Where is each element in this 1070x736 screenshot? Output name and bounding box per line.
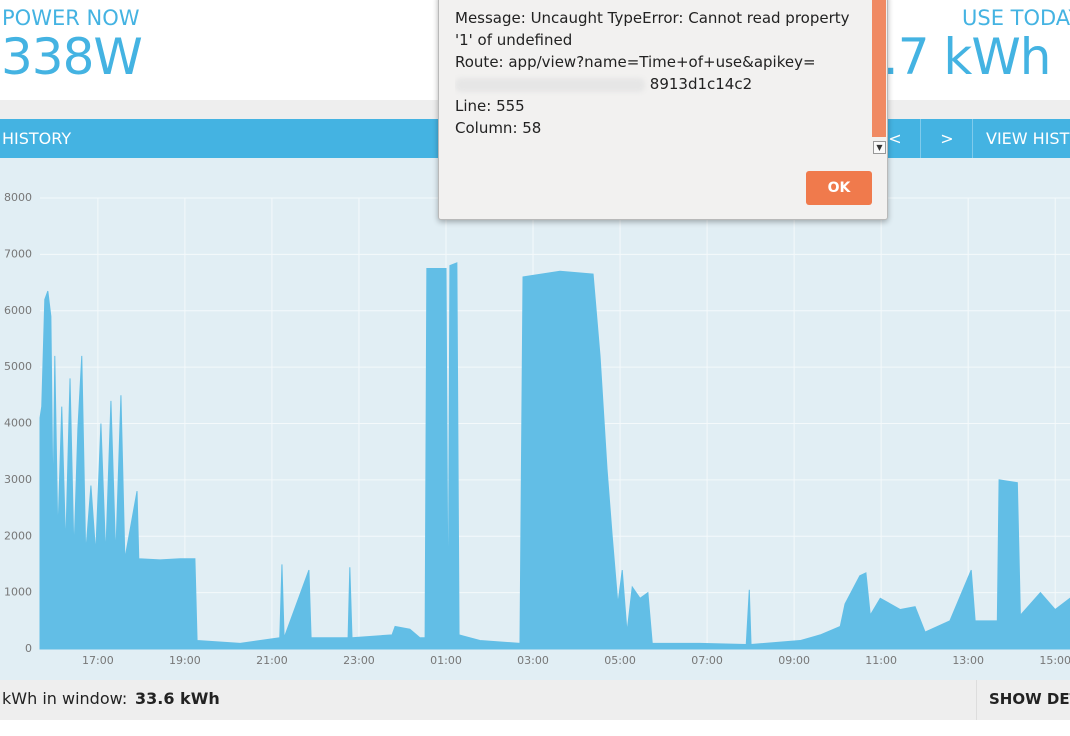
x-tick-label: 23:00 [343, 654, 375, 667]
y-tick-label: 0 [25, 642, 32, 655]
history-title: HISTORY [2, 129, 72, 148]
show-detail-button[interactable]: SHOW DETAIL [976, 680, 1070, 720]
dialog-text: Message: Uncaught TypeError: Cannot read… [455, 7, 855, 155]
x-tick-label: 09:00 [778, 654, 810, 667]
y-tick-label: 3000 [4, 473, 32, 486]
chart: 0 1000 2000 3000 4000 5000 6000 7000 8000 17:00 19… [0, 158, 1070, 680]
area [39, 262, 1070, 650]
y-tick-label: 5000 [4, 360, 32, 373]
x-tick-label: 21:00 [256, 654, 288, 667]
y-tick-label: 1000 [4, 586, 32, 599]
ok-button[interactable]: OK [806, 171, 872, 205]
dialog-route: Route: app/view?name=Time+of+use&apikey=… [455, 51, 855, 95]
y-tick-label: 4000 [4, 417, 32, 430]
x-tick-label: 03:00 [517, 654, 549, 667]
y-tick-label: 7000 [4, 247, 32, 260]
dialog-message: Message: Uncaught TypeError: Cannot read… [455, 9, 850, 49]
redacted [455, 77, 645, 92]
x-tick-label: 19:00 [169, 654, 201, 667]
x-tick-label: 13:00 [952, 654, 984, 667]
y-tick-label: 2000 [4, 529, 32, 542]
next-button[interactable]: > [920, 119, 973, 158]
scrollbar[interactable] [872, 0, 886, 137]
x-tick-label: 15:00 [1039, 654, 1070, 667]
y-tick-label: 8000 [4, 191, 32, 204]
dialog-line: Line: 555 [455, 97, 525, 115]
route-tail: 8913d1c14c2 [649, 75, 753, 93]
use-label: USE TODAY [962, 6, 1070, 30]
scroll-down[interactable]: ▼ [873, 141, 886, 154]
x-tick-label: 01:00 [430, 654, 462, 667]
x-tick-label: 07:00 [691, 654, 723, 667]
x-tick-label: 17:00 [82, 654, 114, 667]
kwh-value: 33.6 kWh [135, 689, 220, 708]
view-history-button[interactable]: VIEW HISTORY [972, 119, 1070, 158]
dialog-column: Column: 58 [455, 119, 542, 137]
kwh-label: kWh in window: [2, 689, 128, 708]
y-tick-label: 6000 [4, 304, 32, 317]
footer: kWh in window: 33.6 kWh SHOW DETAIL [0, 680, 1070, 720]
x-tick-label: 11:00 [865, 654, 897, 667]
x-tick-label: 05:00 [604, 654, 636, 667]
power-label: POWER NOW [2, 6, 140, 30]
route-text: Route: app/view?name=Time+of+use&apikey= [455, 53, 816, 71]
error-dialog: Message: Uncaught TypeError: Cannot read… [438, 0, 888, 220]
power-value: 338W [1, 28, 143, 86]
